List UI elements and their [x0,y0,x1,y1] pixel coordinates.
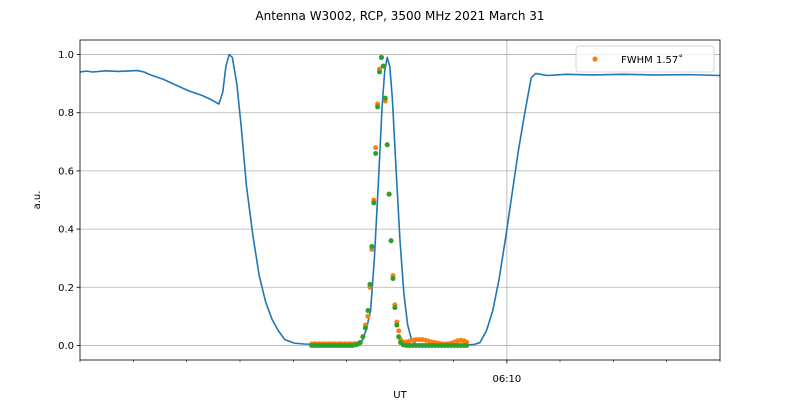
data-point [396,328,402,334]
data-point [392,305,398,311]
legend: FWHM 1.57˚ [575,45,715,73]
data-point [369,244,375,250]
data-point [386,191,392,197]
y-tick-label: 0.2 [58,283,74,294]
data-point [394,322,400,328]
legend-label: FWHM 1.57˚ [621,54,683,66]
legend-marker [592,56,598,62]
data-point [367,281,373,287]
data-point [373,150,379,156]
series-scatter-1 [309,54,470,347]
series-scatter-2 [309,54,470,348]
series-line-0 [79,53,721,346]
legend-box [575,45,715,73]
axes-frame [79,39,721,361]
y-tick-label: 0.0 [58,341,74,352]
data-point [378,54,384,60]
data-point [464,342,470,348]
data-point [396,334,402,340]
data-point [388,238,394,244]
axis-ticks: 0.0 0.2 0.4 0.6 0.8 1.0 06:10 [58,50,721,385]
data-point [384,142,390,148]
data-point [382,95,388,101]
y-axis-label: a.u. [32,191,43,210]
y-tick-label: 0.6 [58,166,74,177]
data-point [375,104,381,110]
y-tick-label: 0.4 [58,225,74,236]
data-point [360,334,366,340]
data-point [371,200,377,206]
data-point [377,69,383,75]
data-point [357,340,363,346]
plot-area [79,53,721,348]
y-tick-label: 1.0 [58,50,74,61]
x-axis-label: UT [393,390,407,400]
data-point [373,145,379,151]
data-point [362,325,368,331]
x-tick-label: 06:10 [492,374,521,385]
chart-title: Antenna W3002, RCP, 3500 MHz 2021 March … [255,9,544,23]
data-point [464,339,470,345]
grid [80,40,720,360]
y-tick-label: 0.8 [58,108,74,119]
data-point [390,276,396,282]
data-point [365,313,371,319]
data-point [365,308,371,314]
data-point [380,63,386,69]
